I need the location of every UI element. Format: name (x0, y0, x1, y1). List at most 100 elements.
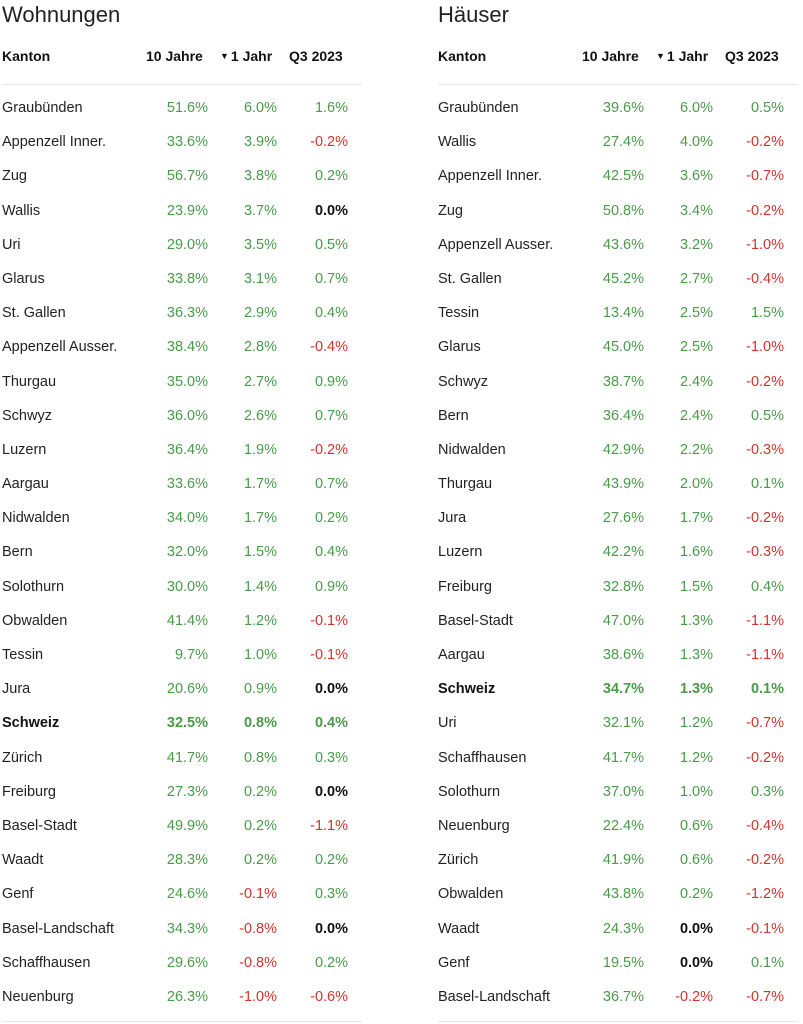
kanton-cell: Appenzell Ausser. (438, 236, 554, 253)
q3-2023-cell: -0.2% (746, 749, 784, 766)
kanton-cell: Tessin (438, 305, 480, 322)
one-year-cell: 0.0% (679, 954, 713, 971)
header-kanton[interactable]: Kanton (438, 48, 487, 64)
wohnungen-panel: Wohnungen Kanton 10 Jahre ▼ 1 Jahr Q3 202… (2, 0, 362, 1024)
one-year-cell: 0.6% (679, 852, 713, 869)
table-header: Kanton 10 Jahre ▼ 1 Jahr Q3 2023 (438, 44, 798, 68)
one-year-cell: 2.9% (243, 305, 277, 322)
kanton-cell: Uri (2, 236, 21, 253)
table-row: Basel-Landschaft 36.7% -0.2% -0.7% (438, 980, 798, 1014)
q3-2023-cell: 0.4% (314, 715, 348, 732)
q3-2023-cell: -1.0% (746, 339, 784, 356)
q3-2023-cell: 0.0% (314, 681, 348, 698)
kanton-cell: Graubünden (2, 100, 83, 116)
ten-years-cell: 42.5% (602, 168, 644, 185)
kanton-cell: Glarus (2, 270, 45, 287)
q3-2023-cell: -0.2% (310, 441, 348, 458)
ten-years-cell: 33.8% (166, 270, 208, 287)
ten-years-cell: 27.4% (602, 134, 644, 151)
ten-years-cell: 38.7% (602, 373, 644, 390)
table-row: Nidwalden 34.0% 1.7% 0.2% (2, 501, 362, 535)
one-year-cell: 3.1% (243, 270, 277, 287)
one-year-cell: 2.5% (679, 305, 713, 322)
q3-2023-cell: -0.4% (310, 339, 348, 356)
ten-years-cell: 36.4% (602, 407, 644, 424)
kanton-cell: Genf (2, 886, 34, 903)
table-row: Obwalden 41.4% 1.2% -0.1% (2, 604, 362, 638)
table-row: St. Gallen 45.2% 2.7% -0.4% (438, 262, 798, 296)
ten-years-cell: 43.6% (602, 236, 644, 253)
header-q3-2023[interactable]: Q3 2023 (725, 48, 779, 64)
q3-2023-cell: 0.5% (314, 236, 348, 253)
ten-years-cell: 28.3% (166, 852, 208, 869)
table-row: Neuenburg 22.4% 0.6% -0.4% (438, 809, 798, 843)
ten-years-cell: 41.9% (602, 852, 644, 869)
header-divider (438, 84, 798, 85)
one-year-cell: 1.5% (679, 578, 713, 595)
one-year-cell: 3.9% (243, 134, 277, 151)
ten-years-cell: 41.7% (166, 749, 208, 766)
q3-2023-cell: 0.5% (750, 407, 784, 424)
table-row: Appenzell Ausser. 38.4% 2.8% -0.4% (2, 330, 362, 364)
q3-2023-cell: 0.7% (314, 270, 348, 287)
table-row: Solothurn 37.0% 1.0% 0.3% (438, 775, 798, 809)
ten-years-cell: 34.3% (166, 920, 208, 937)
q3-2023-cell: -0.3% (746, 441, 784, 458)
header-10-jahre[interactable]: 10 Jahre (582, 48, 639, 64)
header-q3-2023[interactable]: Q3 2023 (289, 48, 343, 64)
one-year-cell: 1.6% (679, 544, 713, 561)
ten-years-cell: 29.6% (166, 954, 208, 971)
table-row: Uri 32.1% 1.2% -0.7% (438, 706, 798, 740)
one-year-cell: -0.2% (675, 988, 713, 1005)
q3-2023-cell: -0.4% (746, 817, 784, 834)
kanton-cell: Basel-Stadt (438, 612, 513, 629)
ten-years-cell: 24.3% (602, 920, 644, 937)
ten-years-cell: 24.6% (166, 886, 208, 903)
table-row: Uri 29.0% 3.5% 0.5% (2, 228, 362, 262)
table-row: Tessin 13.4% 2.5% 1.5% (438, 296, 798, 330)
ten-years-cell: 41.4% (166, 612, 208, 629)
kanton-cell: Tessin (2, 647, 44, 663)
one-year-cell: 0.6% (679, 817, 713, 834)
ten-years-cell: 49.9% (166, 817, 208, 834)
q3-2023-cell: -0.1% (310, 612, 348, 629)
one-year-cell: 1.4% (243, 578, 277, 595)
kanton-cell: Graubünden (438, 100, 519, 116)
kanton-cell: Waadt (2, 852, 44, 869)
kanton-cell: St. Gallen (2, 305, 66, 322)
table-row: Bern 36.4% 2.4% 0.5% (438, 399, 798, 433)
table-row: Freiburg 32.8% 1.5% 0.4% (438, 570, 798, 604)
kanton-cell: Nidwalden (438, 441, 506, 458)
one-year-cell: 1.0% (679, 783, 713, 800)
table-row: Graubünden 51.6% 6.0% 1.6% (2, 91, 362, 125)
q3-2023-cell: -0.4% (746, 270, 784, 287)
one-year-cell: 1.0% (243, 647, 277, 663)
q3-2023-cell: 0.1% (750, 954, 784, 971)
table-row: Glarus 45.0% 2.5% -1.0% (438, 330, 798, 364)
table-row: Appenzell Inner. 33.6% 3.9% -0.2% (2, 125, 362, 159)
header-1-jahr[interactable]: ▼ 1 Jahr (656, 48, 709, 64)
table-row: Wallis 23.9% 3.7% 0.0% (2, 194, 362, 228)
kanton-cell: Zug (2, 168, 27, 185)
one-year-cell: 0.8% (243, 715, 277, 732)
header-10-jahre[interactable]: 10 Jahre (146, 48, 203, 64)
q3-2023-cell: 0.7% (314, 476, 348, 493)
table-row: Schweiz 32.5% 0.8% 0.4% (2, 706, 362, 740)
kanton-cell: Schweiz (438, 681, 496, 698)
kanton-cell: Obwalden (2, 612, 68, 629)
ten-years-cell: 35.0% (166, 373, 208, 390)
table-row: Zug 50.8% 3.4% -0.2% (438, 194, 798, 228)
kanton-cell: Jura (438, 510, 467, 527)
header-1-jahr[interactable]: ▼ 1 Jahr (220, 48, 273, 64)
kanton-cell: Zug (438, 202, 463, 219)
q3-2023-cell: 0.9% (314, 373, 348, 390)
kanton-cell: Nidwalden (2, 510, 70, 527)
one-year-cell: -0.8% (239, 920, 277, 937)
table-row: Thurgau 35.0% 2.7% 0.9% (2, 365, 362, 399)
table-row: Genf 24.6% -0.1% 0.3% (2, 877, 362, 911)
q3-2023-cell: -0.7% (746, 715, 784, 732)
ten-years-cell: 20.6% (166, 681, 208, 698)
one-year-cell: 6.0% (243, 100, 277, 116)
kanton-cell: Basel-Stadt (2, 817, 77, 834)
header-kanton[interactable]: Kanton (2, 48, 51, 64)
